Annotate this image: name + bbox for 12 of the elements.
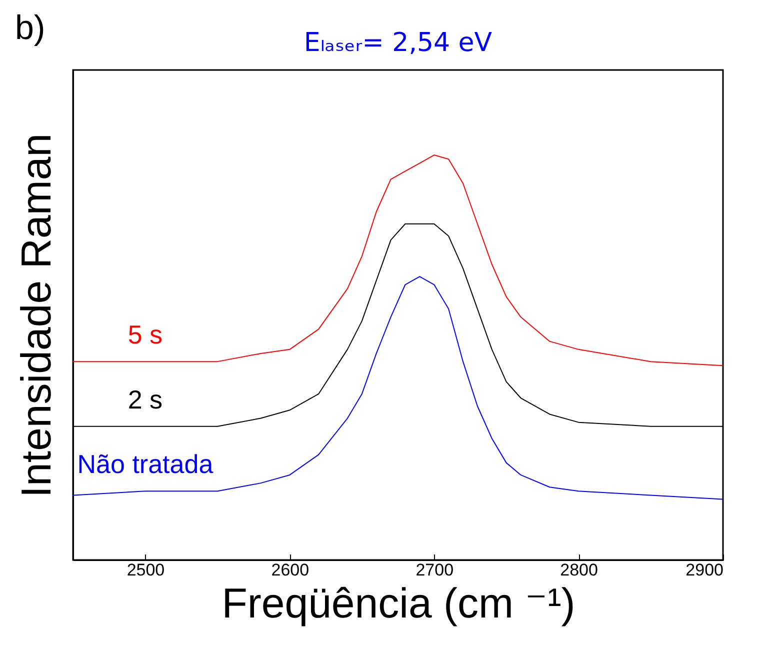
y-axis-title: Intensidade Raman [12, 133, 60, 498]
x-tick-label: 2600 [271, 560, 310, 580]
series-label: Não tratada [77, 449, 214, 480]
text: b) [15, 9, 46, 47]
x-axis-title: Freqüência (cm ⁻¹) [222, 580, 576, 626]
x-tick-label: 2700 [416, 560, 454, 580]
x-tick-label: 2500 [126, 560, 165, 580]
chart-title: Eₗₐₛₑᵣ= 2,54 eV [304, 28, 492, 58]
series-label: 2 s [128, 384, 163, 414]
series-label: 5 s [128, 320, 163, 350]
x-tick-label: 2900 [686, 560, 724, 580]
x-tick-label: 2800 [560, 560, 598, 580]
